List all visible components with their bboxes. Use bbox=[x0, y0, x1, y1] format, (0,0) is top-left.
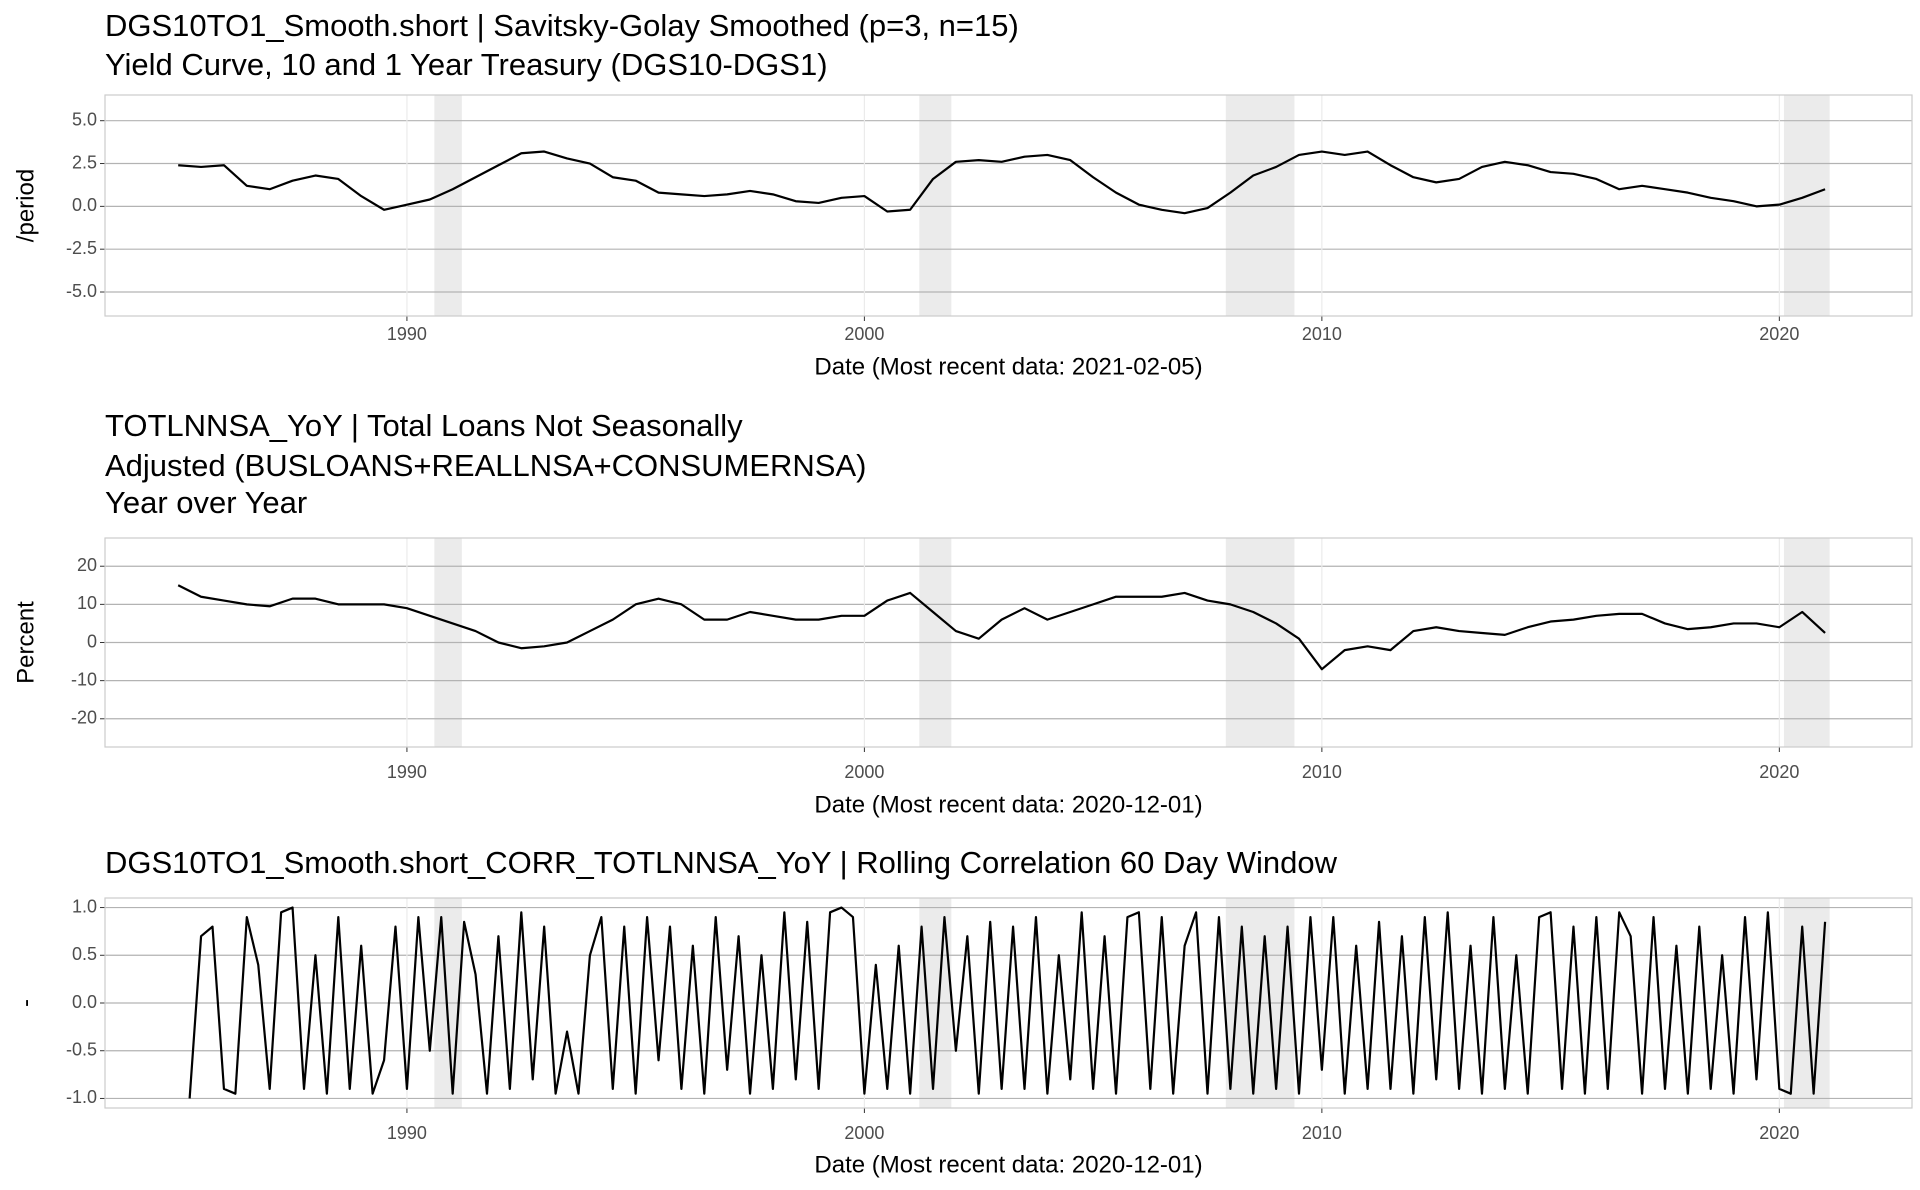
y-tick-label: -1.0 bbox=[66, 1087, 97, 1107]
recession-shade bbox=[1225, 95, 1295, 316]
plot-border bbox=[104, 537, 1913, 748]
x-tick-label: 2000 bbox=[844, 762, 884, 782]
x-tick-label: 2000 bbox=[844, 1123, 884, 1143]
chart-title: DGS10TO1_Smooth.short | Savitsky-Golay S… bbox=[105, 8, 1019, 43]
y-tick-label: -20 bbox=[71, 708, 97, 728]
y-tick-label: 0.5 bbox=[72, 944, 97, 964]
chart-title: Yield Curve, 10 and 1 Year Treasury (DGS… bbox=[105, 47, 828, 82]
chart-title: Year over Year bbox=[105, 485, 307, 520]
x-tick-label: 2010 bbox=[1302, 762, 1342, 782]
y-tick-label: 0 bbox=[87, 631, 97, 651]
x-tick-label: 2010 bbox=[1302, 1123, 1342, 1143]
x-tick-label: 2010 bbox=[1302, 324, 1342, 344]
y-axis-label: - bbox=[12, 999, 39, 1007]
y-tick-label: 0.0 bbox=[72, 195, 97, 215]
x-tick-label: 1990 bbox=[387, 1123, 427, 1143]
recession-shade bbox=[919, 95, 952, 316]
recession-shade bbox=[434, 95, 462, 316]
data-line bbox=[188, 906, 1827, 1099]
x-axis-label: Date (Most recent data: 2020-12-01) bbox=[814, 1151, 1202, 1178]
x-axis-label: Date (Most recent data: 2021-02-05) bbox=[814, 353, 1202, 380]
plot-border bbox=[104, 897, 1913, 1109]
y-tick-label: 10 bbox=[77, 593, 97, 613]
y-axis-label: Percent bbox=[12, 601, 39, 684]
chart-title: DGS10TO1_Smooth.short_CORR_TOTLNNSA_YoY … bbox=[105, 845, 1338, 880]
x-tick-label: 2020 bbox=[1759, 1123, 1799, 1143]
chart-title: Adjusted (BUSLOANS+REALLNSA+CONSUMERNSA) bbox=[105, 448, 866, 483]
x-tick-label: 2020 bbox=[1759, 762, 1799, 782]
y-tick-label: -0.5 bbox=[66, 1039, 97, 1059]
y-tick-label: 0.0 bbox=[72, 992, 97, 1012]
y-tick-label: 2.5 bbox=[72, 152, 97, 172]
x-tick-label: 2000 bbox=[844, 324, 884, 344]
y-tick-label: -10 bbox=[71, 669, 97, 689]
y-tick-label: 5.0 bbox=[72, 109, 97, 129]
chart-title: TOTLNNSA_YoY | Total Loans Not Seasonall… bbox=[105, 408, 743, 443]
data-line bbox=[177, 584, 1826, 671]
x-tick-label: 2020 bbox=[1759, 324, 1799, 344]
x-axis-label: Date (Most recent data: 2020-12-01) bbox=[814, 791, 1202, 818]
y-axis-label: /period bbox=[12, 169, 39, 242]
x-tick-label: 1990 bbox=[387, 762, 427, 782]
recession-shade bbox=[1783, 95, 1830, 316]
y-tick-label: -2.5 bbox=[66, 238, 97, 258]
plot-border bbox=[104, 94, 1913, 317]
y-tick-label: -5.0 bbox=[66, 281, 97, 301]
y-tick-label: 20 bbox=[77, 555, 97, 575]
y-tick-label: 1.0 bbox=[72, 896, 97, 916]
x-tick-label: 1990 bbox=[387, 324, 427, 344]
data-line bbox=[178, 150, 1826, 215]
